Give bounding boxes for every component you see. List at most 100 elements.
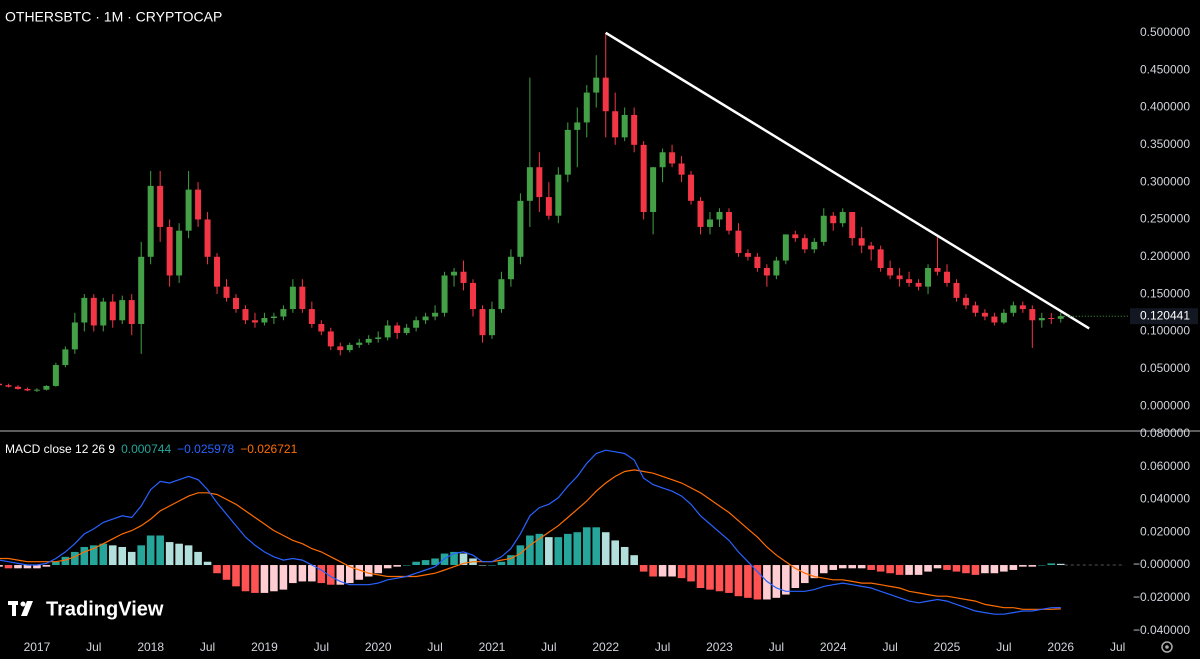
candle-body bbox=[868, 245, 875, 250]
y-tick-label: 0.100000 bbox=[1140, 324, 1190, 338]
last-price-label: 0.120441 bbox=[1140, 308, 1190, 322]
histogram-bar bbox=[393, 565, 401, 567]
histogram-bar bbox=[706, 565, 714, 590]
candle-body bbox=[830, 215, 837, 224]
candle-body bbox=[214, 256, 221, 287]
histogram-bar bbox=[4, 565, 13, 569]
histogram-bar bbox=[829, 565, 838, 570]
candle-body bbox=[460, 271, 467, 283]
histogram-bar bbox=[696, 565, 705, 588]
logo bbox=[8, 601, 33, 616]
y-tick-label: 0.080000 bbox=[1140, 426, 1190, 440]
histogram-bar bbox=[478, 565, 487, 566]
candle-body bbox=[744, 253, 751, 257]
histogram-bar bbox=[516, 545, 525, 566]
histogram-bar bbox=[412, 561, 420, 566]
candle-body bbox=[934, 268, 941, 272]
histogram-bar bbox=[573, 532, 582, 566]
candle-body bbox=[289, 286, 296, 310]
y-tick-label: 0.400000 bbox=[1140, 100, 1190, 114]
legend-value: 0.000744 bbox=[121, 442, 171, 456]
x-tick-label: 2024 bbox=[820, 640, 847, 654]
candle-body bbox=[574, 122, 581, 130]
y-tick-label: 0.060000 bbox=[1140, 459, 1190, 473]
y-tick-label: 0.300000 bbox=[1140, 174, 1190, 188]
candle-body bbox=[915, 282, 922, 287]
histogram-bar bbox=[14, 565, 22, 569]
candle-body bbox=[261, 318, 268, 323]
candle-body bbox=[251, 320, 258, 323]
candle-body bbox=[356, 342, 363, 345]
candle-body bbox=[849, 212, 856, 239]
histogram-bar bbox=[924, 565, 932, 572]
y-tick-label: 0.350000 bbox=[1140, 137, 1190, 151]
candle-body bbox=[138, 256, 145, 324]
histogram-bar bbox=[497, 561, 506, 566]
histogram-bar bbox=[914, 565, 923, 575]
candle-body bbox=[5, 385, 12, 387]
y-tick-label: 0.150000 bbox=[1140, 286, 1190, 300]
histogram-bar bbox=[535, 533, 544, 566]
y-tick-label: 0.250000 bbox=[1140, 212, 1190, 226]
x-tick-label: Jul bbox=[882, 640, 897, 654]
candle-body bbox=[536, 167, 543, 198]
histogram-bar bbox=[990, 565, 999, 574]
y-tick-label: −0.040000 bbox=[1133, 623, 1190, 637]
histogram-bar bbox=[867, 565, 875, 570]
histogram-bar bbox=[1000, 565, 1008, 572]
histogram-bar bbox=[137, 545, 145, 566]
candle-body bbox=[697, 200, 704, 227]
candle-body bbox=[953, 282, 960, 298]
y-tick-label: −0.000000 bbox=[1133, 557, 1190, 571]
candle-body bbox=[280, 309, 287, 317]
histogram-bar bbox=[810, 565, 819, 579]
macd-line bbox=[0, 449, 1061, 615]
candle-body bbox=[441, 275, 448, 313]
histogram-bar bbox=[270, 565, 278, 592]
y-tick-label: 0.000000 bbox=[1140, 398, 1190, 412]
candle-body bbox=[451, 271, 458, 276]
candle-body bbox=[195, 189, 202, 220]
settings-gear-center[interactable] bbox=[1165, 645, 1169, 649]
histogram-bar bbox=[876, 565, 885, 572]
x-tick-label: 2022 bbox=[592, 640, 619, 654]
histogram-bar bbox=[99, 543, 108, 566]
candle-body bbox=[839, 212, 846, 224]
x-tick-label: Jul bbox=[200, 640, 215, 654]
histogram-bar bbox=[61, 556, 70, 566]
histogram-bar bbox=[838, 565, 847, 569]
candle-body bbox=[100, 301, 107, 326]
histogram-bar bbox=[782, 565, 790, 595]
histogram-bar bbox=[819, 565, 828, 574]
candle-body bbox=[1048, 318, 1055, 320]
histogram-bar bbox=[317, 565, 326, 584]
y-tick-label: 0.050000 bbox=[1140, 361, 1190, 375]
candle-body bbox=[498, 279, 505, 310]
candle-body bbox=[1000, 312, 1007, 323]
candle-body bbox=[944, 271, 950, 283]
histogram-bar bbox=[905, 565, 913, 575]
histogram-bar bbox=[971, 565, 980, 575]
candle-body bbox=[972, 305, 979, 313]
histogram-bar bbox=[592, 527, 601, 566]
histogram-bar bbox=[156, 535, 164, 566]
x-tick-label: Jul bbox=[314, 640, 329, 654]
x-tick-label: 2021 bbox=[479, 640, 506, 654]
candle-body bbox=[782, 234, 789, 261]
candle-body bbox=[384, 325, 391, 338]
histogram-bar bbox=[962, 565, 970, 574]
y-tick-label: 0.450000 bbox=[1140, 62, 1190, 76]
histogram-bar bbox=[687, 565, 695, 582]
candle-body bbox=[640, 144, 647, 213]
histogram bbox=[0, 527, 1065, 600]
histogram-bar bbox=[1019, 565, 1027, 567]
candle-body bbox=[1029, 309, 1036, 321]
histogram-bar bbox=[725, 565, 733, 593]
settings-icon[interactable] bbox=[1161, 641, 1173, 653]
settings-gear[interactable] bbox=[1161, 641, 1173, 653]
candle-body bbox=[185, 189, 192, 231]
candle-body bbox=[71, 322, 78, 350]
candle-body bbox=[318, 323, 325, 332]
histogram-bar bbox=[943, 565, 951, 570]
x-tick-label: Jul bbox=[769, 640, 784, 654]
